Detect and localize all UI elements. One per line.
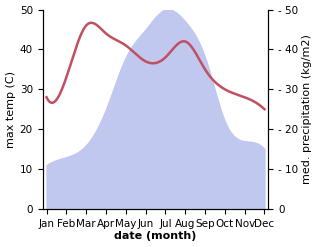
Y-axis label: med. precipitation (kg/m2): med. precipitation (kg/m2) bbox=[302, 34, 313, 184]
X-axis label: date (month): date (month) bbox=[114, 231, 197, 242]
Y-axis label: max temp (C): max temp (C) bbox=[5, 71, 16, 148]
